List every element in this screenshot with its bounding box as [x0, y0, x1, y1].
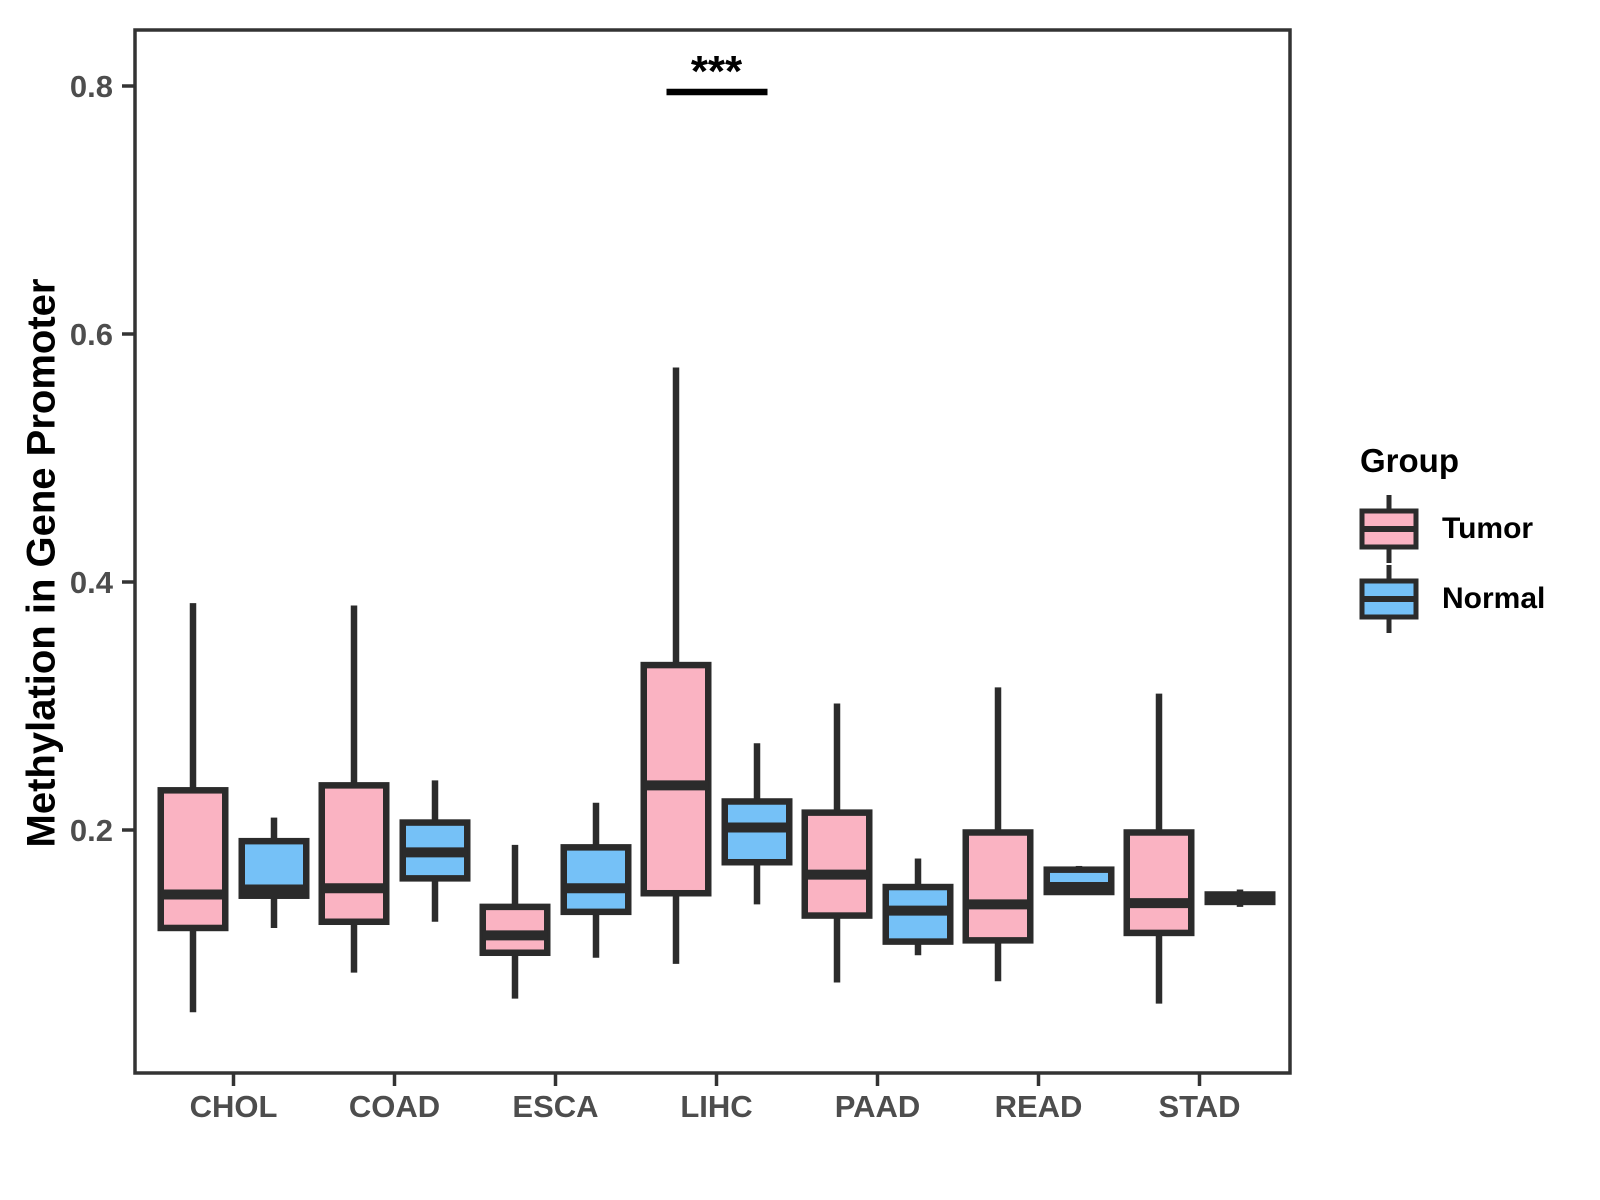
- y-axis-title: Methylation in Gene Promoter: [19, 278, 64, 848]
- box-lihc-tumor: [640, 661, 712, 897]
- box-coad-tumor: [318, 782, 390, 926]
- box-esca-tumor: [479, 903, 551, 957]
- plot-panel-border: [133, 28, 1292, 1075]
- y-axis-tick-label: 0.2: [70, 813, 113, 848]
- tumor-boxplot-key-icon: [1359, 495, 1419, 563]
- box-read-tumor: [962, 829, 1034, 944]
- normal-boxplot-key-icon: [1359, 565, 1419, 633]
- legend: Group Tumor Normal: [1358, 442, 1545, 634]
- x-axis-label-paad: PAAD: [835, 1089, 921, 1124]
- y-axis-tick-label: 0.6: [70, 317, 113, 352]
- box-paad-tumor: [801, 809, 873, 919]
- x-axis-label-lihc: LIHC: [680, 1089, 752, 1124]
- significance-stars: ***: [691, 47, 743, 96]
- legend-entry-tumor: Tumor: [1358, 494, 1545, 564]
- y-axis-tick-label: 0.8: [70, 69, 113, 104]
- x-axis-label-esca: ESCA: [512, 1089, 598, 1124]
- box-stad-tumor: [1123, 829, 1195, 937]
- legend-label-normal: Normal: [1442, 582, 1546, 615]
- legend-title: Group: [1360, 442, 1459, 479]
- x-axis-label-chol: CHOL: [190, 1089, 278, 1124]
- box-chol-tumor: [157, 787, 229, 932]
- x-axis-label-coad: COAD: [349, 1089, 440, 1124]
- legend-entry-normal: Normal: [1358, 564, 1545, 634]
- legend-label-tumor: Tumor: [1442, 512, 1534, 545]
- x-axis-label-read: READ: [995, 1089, 1083, 1124]
- y-axis-tick-label: 0.4: [70, 565, 114, 600]
- box-esca-normal: [560, 844, 632, 916]
- x-axis-label-stad: STAD: [1158, 1089, 1240, 1124]
